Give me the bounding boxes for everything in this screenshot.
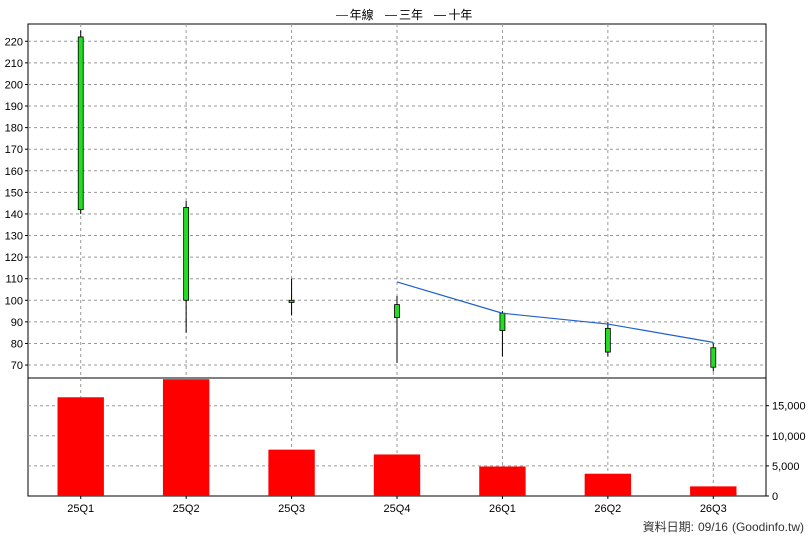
price-tick-label: 70 (11, 360, 23, 372)
price-tick-label: 110 (5, 274, 23, 286)
candle-body (183, 207, 190, 301)
chart-legend: 年線 三年 十年 (0, 6, 808, 23)
price-tick-label: 210 (5, 58, 23, 70)
x-tick-label: 25Q2 (173, 503, 200, 515)
x-tick-label: 26Q3 (700, 503, 727, 515)
volume-tick-label: 0 (772, 491, 778, 503)
candle-body (77, 36, 84, 211)
price-tick-label: 130 (5, 231, 23, 243)
legend-label-annual: 年線 (349, 8, 374, 22)
volume-tick-label: 5,000 (772, 461, 800, 473)
volume-bar (373, 454, 421, 496)
price-tick-label: 90 (11, 317, 23, 329)
x-tick-label: 26Q2 (594, 503, 621, 515)
price-tick-label: 180 (5, 123, 23, 135)
volume-bar (584, 473, 632, 496)
volume-tick-label: 15,000 (772, 401, 806, 413)
price-tick-label: 80 (11, 338, 23, 350)
x-tick-label: 26Q1 (489, 503, 516, 515)
candle-body (499, 312, 506, 331)
price-tick-label: 140 (5, 209, 23, 221)
volume-tick-label: 10,000 (772, 431, 806, 443)
price-tick-label: 220 (5, 36, 23, 48)
price-tick-label: 160 (5, 166, 23, 178)
legend-item-ten-year: 十年 (434, 6, 472, 23)
candle-body (604, 327, 611, 353)
volume-bar (162, 379, 210, 496)
x-tick-label: 25Q1 (67, 503, 94, 515)
price-tick-label: 120 (5, 252, 23, 264)
source-note: 資料日期: 09/16 (Goodinfo.tw) (639, 518, 804, 535)
volume-bar (479, 466, 526, 496)
legend-swatch-three-year (384, 15, 397, 17)
volume-bar (57, 397, 104, 496)
legend-swatch-ten-year (434, 15, 447, 17)
source-date: 09/16 (697, 520, 728, 534)
price-tick-label: 100 (5, 295, 23, 307)
source-site: (Goodinfo.tw) (731, 520, 804, 534)
legend-label-ten-year: 十年 (448, 8, 473, 22)
x-tick-label: 25Q3 (278, 503, 305, 515)
volume-bar (690, 486, 737, 496)
legend-item-three-year: 三年 (384, 6, 423, 23)
legend-swatch-annual (335, 15, 348, 17)
price-tick-label: 150 (5, 187, 23, 199)
candle-body (288, 299, 295, 303)
candle-body (394, 304, 400, 318)
legend-item-annual: 年線 (335, 6, 374, 23)
price-tick-label: 190 (5, 101, 23, 113)
x-tick-label: 25Q4 (384, 503, 411, 515)
volume-bar (268, 449, 315, 496)
candle-body (710, 347, 717, 368)
legend-label-three-year: 三年 (398, 8, 423, 22)
series-line-annual (396, 281, 714, 343)
price-tick-label: 200 (5, 79, 23, 91)
price-tick-label: 170 (5, 144, 23, 156)
source-date-label: 資料日期: (642, 520, 694, 534)
